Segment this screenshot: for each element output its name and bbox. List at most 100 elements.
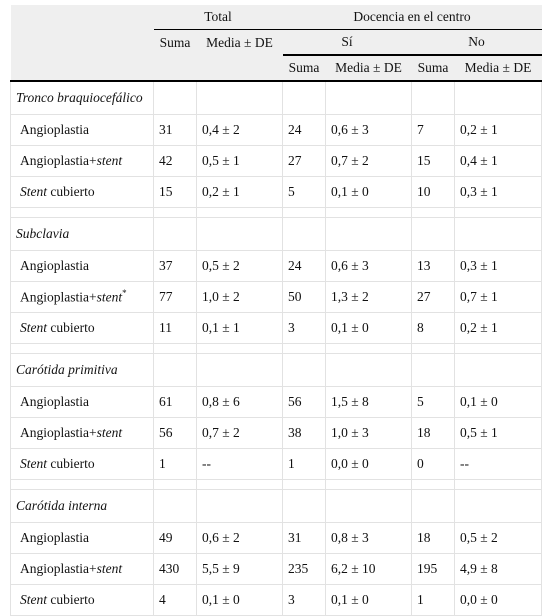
empty-cell <box>411 353 455 387</box>
label-part: stent <box>96 425 123 440</box>
empty-cell <box>282 353 326 387</box>
row-label: Stent cubierto <box>10 448 154 480</box>
empty-cell <box>196 217 283 251</box>
spacer-cell <box>282 343 326 354</box>
header-cell: Suma <box>153 29 197 82</box>
row-label: Angioplastia+stent <box>10 553 154 585</box>
row-label: Stent cubierto <box>10 312 154 344</box>
row-label: Angioplastia <box>10 522 154 554</box>
section-row: Carótida interna <box>10 489 542 523</box>
value-cell: 31 <box>282 522 326 554</box>
spacer-cell <box>411 207 455 218</box>
empty-cell <box>153 80 197 115</box>
value-cell: 4,9 ± 8 <box>454 553 542 585</box>
label-part: cubierto <box>47 320 95 335</box>
spacer-cell <box>282 479 326 490</box>
value-cell: 0,7 ± 2 <box>196 417 283 449</box>
label-part: * <box>122 288 127 299</box>
value-cell: 0,1 ± 0 <box>454 386 542 418</box>
label-part: cubierto <box>47 592 95 607</box>
value-cell: 10 <box>411 176 455 208</box>
value-cell: 49 <box>153 522 197 554</box>
label-part: Angioplastia <box>20 122 89 137</box>
value-cell: 50 <box>282 281 326 313</box>
spacer-cell <box>325 343 412 354</box>
section-title: Carótida primitiva <box>10 353 154 387</box>
value-cell: 5 <box>282 176 326 208</box>
row-label: Angioplastia <box>10 250 154 282</box>
spacer-cell <box>454 207 542 218</box>
section-title: Carótida interna <box>10 489 154 523</box>
value-cell: -- <box>196 448 283 480</box>
label-part: Angioplastia <box>20 258 89 273</box>
label-part: Angioplastia+ <box>20 425 97 440</box>
header-cell: Suma <box>411 55 455 82</box>
data-row: Angioplastia+stent 430 5,5 ± 9 235 6,2 ± 10 1… <box>10 553 542 585</box>
empty-cell <box>153 217 197 251</box>
value-cell: 7 <box>411 114 455 146</box>
value-cell: 0,2 ± 1 <box>454 312 542 344</box>
value-cell: 0,5 ± 1 <box>454 417 542 449</box>
spacer-cell <box>153 479 197 490</box>
spacer-cell <box>454 343 542 354</box>
empty-cell <box>325 80 412 115</box>
data-row: Stent cubierto 1 -- 1 0,0 ± 0 0 -- <box>10 448 542 480</box>
row-label: Angioplastia <box>10 114 154 146</box>
value-cell: 1,0 ± 3 <box>325 417 412 449</box>
header-blank <box>10 5 154 82</box>
value-cell: 5,5 ± 9 <box>196 553 283 585</box>
spacer-cell <box>282 207 326 218</box>
header-cell: No <box>411 29 542 56</box>
value-cell: 0,7 ± 2 <box>325 145 412 177</box>
empty-cell <box>411 80 455 115</box>
spacer-cell <box>10 479 154 490</box>
value-cell: -- <box>454 448 542 480</box>
empty-cell <box>454 353 542 387</box>
value-cell: 0,5 ± 1 <box>196 145 283 177</box>
value-cell: 0,4 ± 2 <box>196 114 283 146</box>
value-cell: 0,6 ± 2 <box>196 522 283 554</box>
value-cell: 1,3 ± 2 <box>325 281 412 313</box>
value-cell: 5 <box>411 386 455 418</box>
value-cell: 77 <box>153 281 197 313</box>
spacer-row <box>10 207 542 218</box>
spacer-cell <box>196 207 283 218</box>
row-label: Angioplastia+stent* <box>10 281 154 313</box>
data-row: Angioplastia+stent* 77 1,0 ± 2 50 1,3 ± 2 27 0… <box>10 281 542 313</box>
data-row: Angioplastia 31 0,4 ± 2 24 0,6 ± 3 7 0,2 ± 1 <box>10 114 542 146</box>
value-cell: 38 <box>282 417 326 449</box>
value-cell: 0 <box>411 448 455 480</box>
value-cell: 37 <box>153 250 197 282</box>
value-cell: 56 <box>153 417 197 449</box>
data-row: Angioplastia+stent 56 0,7 ± 2 38 1,0 ± 3 18 0,… <box>10 417 542 449</box>
value-cell: 15 <box>153 176 197 208</box>
data-row: Stent cubierto 11 0,1 ± 1 3 0,1 ± 0 8 0,2 ± 1 <box>10 312 542 344</box>
label-part: stent <box>96 289 123 305</box>
label-part: Stent <box>20 592 47 607</box>
value-cell: 430 <box>153 553 197 585</box>
empty-cell <box>325 217 412 251</box>
value-cell: 235 <box>282 553 326 585</box>
empty-cell <box>196 353 283 387</box>
value-cell: 0,3 ± 1 <box>454 250 542 282</box>
data-table: Total Docencia en el centro Suma Media ±… <box>10 5 542 616</box>
spacer-cell <box>196 479 283 490</box>
value-cell: 1 <box>153 448 197 480</box>
row-label: Stent cubierto <box>10 584 154 616</box>
header-cell: Media ± DE <box>325 55 412 82</box>
label-part: Angioplastia+ <box>20 153 97 168</box>
empty-cell <box>325 353 412 387</box>
value-cell: 0,5 ± 2 <box>196 250 283 282</box>
value-cell: 0,0 ± 0 <box>454 584 542 616</box>
row-label: Angioplastia+stent <box>10 145 154 177</box>
label-part: Angioplastia+ <box>20 561 97 576</box>
empty-cell <box>196 80 283 115</box>
value-cell: 1 <box>282 448 326 480</box>
data-row: Stent cubierto 4 0,1 ± 0 3 0,1 ± 0 1 0,0 ± 0 <box>10 584 542 616</box>
header-cell: Media ± DE <box>196 29 283 82</box>
value-cell: 0,4 ± 1 <box>454 145 542 177</box>
spacer-cell <box>411 343 455 354</box>
row-label: Stent cubierto <box>10 176 154 208</box>
spacer-cell <box>325 479 412 490</box>
label-part: Stent <box>20 320 47 335</box>
